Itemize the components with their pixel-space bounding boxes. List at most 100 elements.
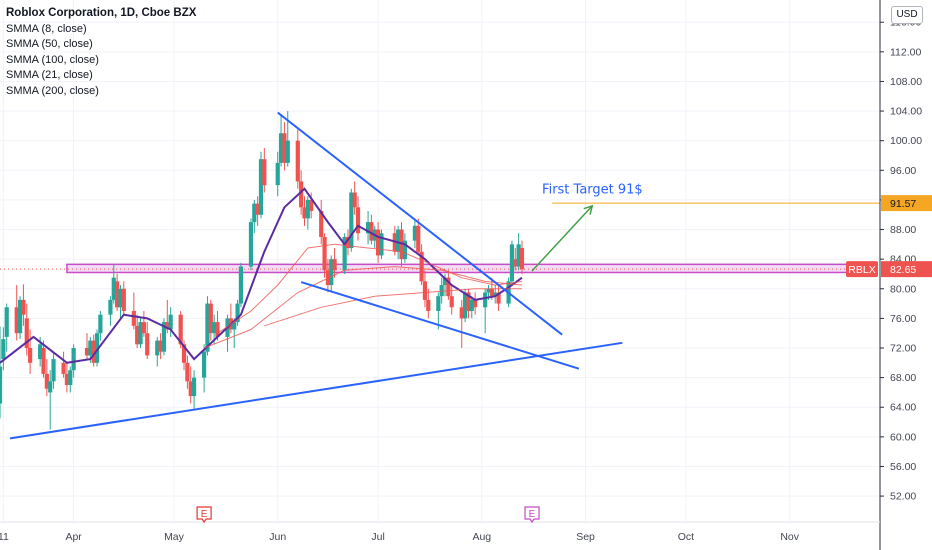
candle-body: [238, 266, 244, 304]
candle-body: [91, 340, 96, 363]
candle-body: [278, 133, 284, 163]
candle: [61, 351, 66, 378]
candle-body: [486, 288, 491, 293]
candle-body: [309, 199, 314, 212]
candle-body: [258, 159, 264, 215]
price-tick-label: 72.00: [890, 343, 916, 355]
candle-body: [402, 240, 407, 260]
candle: [412, 218, 418, 249]
candle-body: [202, 351, 207, 378]
target-arrow[interactable]: [531, 204, 594, 272]
candle-body: [519, 248, 525, 270]
candle-body: [94, 333, 100, 363]
candle-body: [422, 281, 428, 300]
candle-body: [516, 244, 521, 267]
candle-body: [17, 299, 23, 334]
candle-body: [145, 333, 150, 356]
candle-body: [302, 207, 307, 219]
candle-body: [462, 292, 468, 319]
currency-button[interactable]: USD: [891, 6, 923, 24]
smma-line-1: [217, 243, 523, 334]
candle: [98, 310, 103, 341]
candle: [202, 344, 207, 393]
candle: [14, 285, 19, 341]
candle: [436, 292, 441, 330]
indicator-smma-8[interactable]: SMMA (8, close): [6, 22, 87, 35]
candle-body: [131, 310, 136, 326]
candle-body: [483, 292, 488, 308]
indicator-smma-50[interactable]: SMMA (50, close): [6, 38, 93, 50]
candle-body: [14, 307, 19, 334]
candle: [466, 288, 471, 319]
candle: [94, 329, 100, 367]
candle-body: [84, 348, 90, 356]
candle-body: [61, 362, 66, 374]
trendline-1[interactable]: [300, 281, 580, 370]
candle-body: [118, 288, 123, 308]
candle: [379, 229, 384, 260]
first-target-annotation[interactable]: First Target 91$: [542, 182, 643, 197]
candle-body: [355, 207, 361, 234]
candle: [191, 370, 197, 409]
resistance-zone[interactable]: [66, 263, 854, 274]
candle: [138, 318, 143, 348]
candle-body: [416, 225, 421, 252]
candle-body: [436, 296, 441, 311]
trendline-2[interactable]: [9, 341, 623, 440]
candle: [439, 277, 444, 304]
candle: [1, 327, 6, 371]
candle: [84, 333, 90, 360]
earnings-flag: [524, 506, 540, 524]
candle: [402, 233, 407, 263]
candle: [332, 248, 337, 278]
candle: [121, 281, 126, 315]
earnings-letter: E: [201, 509, 208, 520]
symbol-tag: [846, 261, 878, 278]
candle-body: [108, 299, 113, 315]
candle: [302, 196, 307, 226]
candle: [419, 244, 424, 286]
candle-body: [459, 307, 464, 319]
candle: [68, 366, 73, 393]
indicator-smma-200[interactable]: SMMA (200, close): [6, 84, 99, 97]
candle: [352, 181, 357, 215]
target-price-tag: [881, 195, 932, 212]
price-tick-label: 104.00: [890, 106, 922, 118]
indicator-smma-21[interactable]: SMMA (21, close): [6, 69, 93, 81]
candle-body: [21, 299, 26, 315]
last-price-value: 82.65: [890, 264, 916, 276]
arrow-head[interactable]: [583, 204, 594, 215]
candle-body: [178, 314, 183, 345]
price-tick-label: 68.00: [890, 372, 916, 384]
candle-body: [352, 192, 357, 208]
candle: [44, 359, 49, 397]
indicator-smma-100[interactable]: SMMA (100, close): [6, 53, 99, 66]
candle-body: [275, 162, 280, 186]
earnings-marker-1[interactable]: E: [524, 506, 540, 524]
candle-body: [349, 192, 354, 249]
candle-body: [185, 362, 190, 382]
earnings-marker-0[interactable]: E: [196, 506, 212, 524]
arrow-shaft[interactable]: [531, 205, 593, 272]
earnings-flag: [196, 506, 212, 524]
date-tick-label: Oct: [678, 531, 694, 543]
trendlines[interactable]: [9, 111, 623, 440]
candle-body: [255, 203, 260, 215]
candle: [275, 151, 280, 197]
candle-body: [28, 348, 33, 363]
candle: [24, 303, 29, 356]
symbol-title[interactable]: Roblox Corporation, 1D, Cboe BZX: [6, 7, 197, 19]
candle: [115, 273, 120, 311]
candle: [516, 233, 521, 271]
trendline-0[interactable]: [277, 111, 563, 336]
price-tick-label: 100.00: [890, 135, 922, 147]
date-tick-label: Nov: [780, 531, 799, 543]
candle-body: [232, 322, 237, 330]
candle-body: [252, 203, 257, 223]
date-tick-label: Jul: [371, 531, 384, 543]
candle: [262, 148, 267, 193]
candle: [145, 322, 150, 360]
candle-body: [248, 222, 254, 267]
